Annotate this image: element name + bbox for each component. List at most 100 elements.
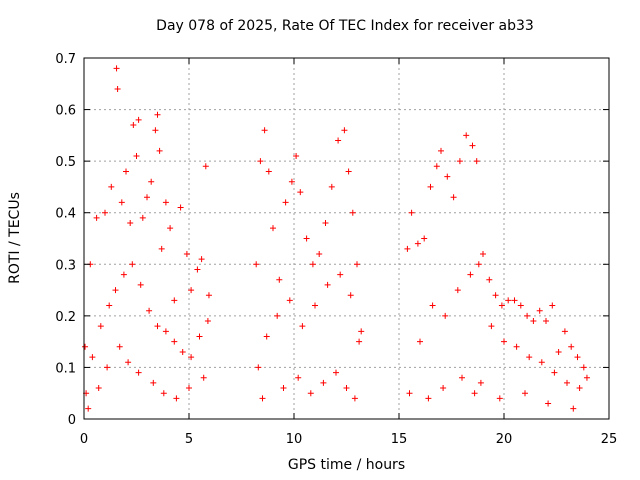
data-point: [89, 354, 96, 361]
data-point: [492, 292, 499, 299]
data-point: [414, 240, 421, 247]
data-point: [467, 271, 474, 278]
data-point: [316, 250, 323, 257]
data-point: [263, 333, 270, 340]
grid-lines: [84, 58, 609, 419]
data-point: [459, 374, 465, 381]
data-point: [341, 127, 348, 134]
data-point: [408, 209, 415, 216]
data-point: [97, 323, 104, 330]
data-point: [158, 245, 165, 252]
data-point: [511, 297, 518, 304]
data-point: [356, 338, 363, 345]
data-point: [102, 209, 108, 216]
data-point: [186, 385, 192, 392]
data-point: [188, 287, 195, 294]
data-point: [205, 292, 212, 299]
data-point: [580, 364, 587, 371]
data-point: [488, 323, 495, 330]
data-point: [133, 152, 140, 159]
data-point: [286, 297, 293, 304]
data-point: [433, 163, 440, 170]
data-point: [473, 158, 480, 165]
data-point: [188, 354, 195, 361]
data-point: [85, 405, 92, 412]
data-point: [322, 220, 329, 227]
data-point: [295, 374, 302, 381]
data-point: [135, 369, 142, 376]
y-tick-label: 0.6: [55, 104, 76, 119]
data-point: [257, 158, 264, 165]
data-point: [406, 390, 413, 397]
data-point: [463, 132, 470, 139]
data-point: [297, 189, 304, 196]
data-point: [551, 369, 558, 376]
data-point: [471, 390, 478, 397]
data-point: [265, 168, 272, 175]
data-point: [427, 183, 434, 190]
data-point: [200, 374, 207, 381]
x-tick-label: 10: [286, 432, 303, 447]
data-point: [135, 116, 142, 123]
data-point: [173, 395, 180, 402]
data-point: [154, 323, 161, 330]
x-tick-label: 5: [185, 432, 193, 447]
axes: [83, 57, 610, 420]
data-point: [179, 348, 186, 355]
data-point: [139, 214, 146, 221]
data-point: [429, 302, 436, 309]
data-point: [312, 302, 318, 309]
data-point: [454, 287, 461, 294]
x-tick-label: 0: [80, 432, 88, 447]
data-point: [280, 385, 287, 392]
data-point: [475, 261, 482, 268]
plot-frame: [83, 57, 610, 420]
data-point: [152, 127, 159, 134]
data-point: [196, 333, 203, 340]
data-point: [324, 281, 331, 288]
data-point: [177, 204, 184, 211]
data-point: [501, 338, 507, 345]
data-point: [93, 214, 100, 221]
data-point: [425, 395, 432, 402]
y-tick-label: 0.4: [55, 207, 76, 222]
data-point: [276, 276, 283, 283]
data-point: [113, 65, 120, 72]
data-point: [104, 364, 111, 371]
data-point: [137, 281, 144, 288]
data-point: [106, 302, 113, 309]
x-axis-label: GPS time / hours: [287, 457, 406, 473]
chart-title: Day 078 of 2025, Rate Of TEC Index for r…: [156, 18, 534, 34]
data-point: [450, 194, 457, 201]
data-point: [442, 312, 449, 319]
data-point: [274, 312, 281, 319]
data-point: [303, 235, 310, 242]
data-point: [129, 261, 136, 268]
data-point: [307, 390, 314, 397]
data-point: [202, 163, 209, 170]
data-point: [150, 379, 157, 386]
data-point: [108, 183, 115, 190]
data-point: [440, 385, 447, 392]
data-point: [337, 271, 344, 278]
x-tick-label: 20: [496, 432, 513, 447]
data-point: [183, 250, 190, 257]
tick-labels: 0 0.1 0.2 0.3 0.4 0.5 0.6 0.7 0 5 10 15 20 25: [55, 52, 617, 447]
data-point: [288, 178, 295, 185]
y-tick-label: 0.3: [55, 258, 76, 273]
data-point: [167, 225, 174, 232]
data-point: [404, 245, 411, 252]
data-point: [351, 395, 358, 402]
data-point: [320, 379, 327, 386]
data-point: [417, 338, 423, 345]
data-point: [345, 168, 352, 175]
data-point: [204, 318, 211, 325]
data-point: [576, 385, 583, 392]
y-tick-label: 0: [68, 413, 76, 428]
data-point: [255, 364, 262, 371]
data-point: [561, 328, 568, 335]
data-point: [555, 348, 562, 355]
data-point: [130, 122, 137, 129]
data-point: [543, 318, 549, 325]
data-point: [125, 359, 132, 366]
